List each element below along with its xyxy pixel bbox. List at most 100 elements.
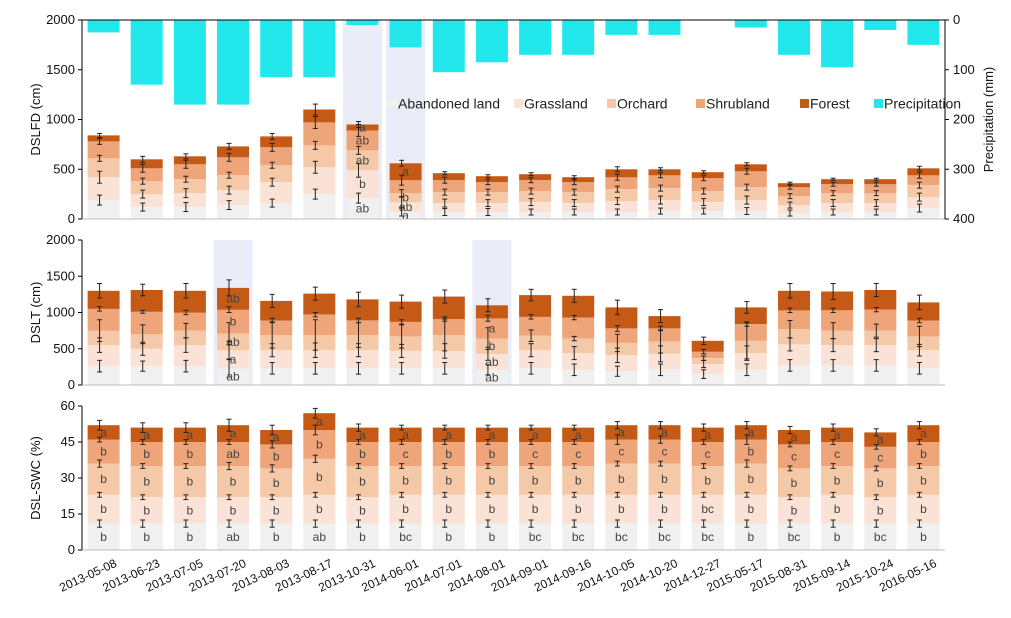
- bar-shrubland: [389, 321, 422, 337]
- bar-orchard: [648, 188, 681, 201]
- bar-precipitation: [173, 20, 206, 105]
- significance-letter: b: [359, 503, 366, 517]
- bar-orchard: [173, 179, 206, 194]
- bar-orchard: [821, 466, 854, 495]
- significance-letter: b: [877, 476, 884, 490]
- bar-forest: [778, 183, 810, 188]
- bar-shrubland: [562, 317, 595, 339]
- significance-letter: b: [230, 315, 237, 329]
- bar-orchard: [432, 335, 465, 351]
- bar-forest: [173, 290, 206, 313]
- bar-abandoned-land: [907, 208, 940, 219]
- bar-precipitation: [778, 20, 810, 55]
- significance-letter: a: [834, 428, 841, 442]
- significance-letter: b: [445, 502, 452, 516]
- bar-grassland: [475, 203, 508, 213]
- bar-shrubland: [346, 320, 379, 335]
- bar-grassland: [217, 497, 249, 524]
- bar-orchard: [303, 335, 336, 351]
- bar-forest: [648, 316, 681, 329]
- bar-forest: [217, 287, 249, 310]
- significance-letter: bc: [788, 530, 801, 544]
- bar-forest: [562, 427, 595, 442]
- bar-grassland: [648, 200, 681, 211]
- bar-orchard: [475, 338, 508, 354]
- bar-grassland: [217, 350, 249, 369]
- bar-grassland: [87, 494, 120, 524]
- bar-forest: [691, 427, 724, 442]
- legend-label: Shrubland: [706, 96, 770, 112]
- significance-letter: b: [532, 473, 539, 487]
- bar-abandoned-land: [432, 523, 465, 550]
- significance-letter: b: [402, 473, 409, 487]
- significance-letter: b: [273, 530, 280, 544]
- bar-grassland: [87, 345, 120, 367]
- significance-letter: a: [791, 430, 798, 444]
- bar-forest: [864, 179, 897, 185]
- bar-shrubland: [864, 309, 897, 331]
- significance-letter: bc: [399, 530, 412, 544]
- significance-letter: b: [143, 475, 150, 489]
- bar-grassland: [907, 494, 940, 524]
- y-tick-label: 500: [53, 341, 75, 356]
- significance-letter: b: [489, 339, 496, 353]
- bar-precipitation: [130, 20, 163, 85]
- bar-forest: [519, 174, 552, 181]
- bar-shrubland: [173, 312, 206, 331]
- bar-abandoned-land: [87, 366, 120, 385]
- significance-letter: ab: [226, 335, 240, 349]
- bar-orchard: [87, 330, 120, 346]
- bar-abandoned-land: [778, 365, 810, 385]
- bar-orchard: [648, 341, 681, 354]
- significance-letter: ab: [485, 370, 499, 384]
- bar-abandoned-land: [303, 368, 336, 385]
- significance-letter: a: [230, 427, 237, 441]
- bar-abandoned-land: [519, 368, 552, 385]
- y-tick-label: 0: [68, 211, 75, 226]
- y2-tick-label: 0: [953, 12, 960, 27]
- bar-forest: [821, 427, 854, 442]
- significance-letter: a: [143, 428, 150, 442]
- significance-letter: a: [489, 428, 496, 442]
- significance-letter: b: [143, 503, 150, 517]
- significance-letter: b: [359, 177, 366, 191]
- bar-grassland: [519, 202, 552, 212]
- significance-letter: b: [100, 502, 107, 516]
- bar-orchard: [389, 466, 422, 495]
- significance-letter: b: [877, 503, 884, 517]
- bar-abandoned-land: [605, 212, 638, 219]
- bar-orchard: [734, 463, 767, 495]
- significance-letter: b: [187, 447, 194, 461]
- bar-orchard: [475, 192, 508, 203]
- significance-letter: b: [834, 473, 841, 487]
- bar-shrubland: [217, 442, 249, 466]
- bar-forest: [87, 425, 120, 440]
- bar-shrubland: [87, 141, 120, 159]
- bar-grassland: [562, 353, 595, 370]
- bar-forest: [691, 340, 724, 352]
- significance-letter: a: [877, 433, 884, 447]
- significance-letter: b: [402, 502, 409, 516]
- y-axis-title: DSLT (cm): [28, 282, 43, 344]
- significance-letter: c: [618, 445, 624, 459]
- significance-letter: bc: [615, 530, 628, 544]
- bar-grassland: [821, 203, 854, 213]
- bar-grassland: [130, 497, 163, 524]
- significance-letter: a: [273, 430, 280, 444]
- bar-abandoned-land: [864, 365, 897, 385]
- bar-abandoned-land: [734, 211, 767, 219]
- bar-precipitation: [432, 20, 465, 73]
- bar-grassland: [432, 350, 465, 369]
- legend-label: Grassland: [524, 96, 588, 112]
- bar-precipitation: [821, 20, 854, 68]
- bar-orchard: [648, 463, 681, 495]
- significance-letter: ab: [313, 530, 327, 544]
- bar-forest: [260, 136, 293, 148]
- significance-letter: bc: [701, 502, 714, 516]
- significance-letter: b: [791, 503, 798, 517]
- bar-orchard: [821, 330, 854, 346]
- significance-letter: b: [532, 502, 539, 516]
- bar-shrubland: [562, 182, 595, 193]
- bar-forest: [87, 135, 120, 142]
